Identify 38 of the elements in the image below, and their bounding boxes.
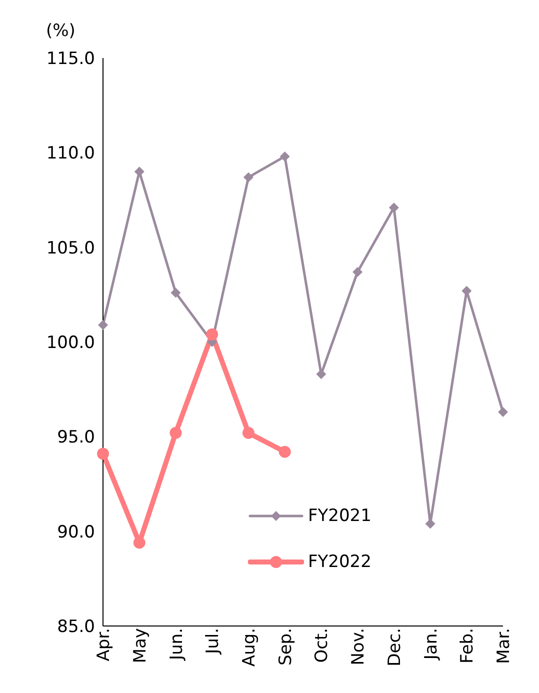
x-tick-label: Jan.: [421, 628, 442, 661]
point: [462, 286, 472, 296]
point: [98, 320, 108, 330]
x-tick-label: Aug.: [240, 628, 260, 667]
point: [388, 202, 399, 213]
legend-label: FY2021: [308, 506, 372, 526]
x-tick-label: Oct.: [312, 628, 332, 663]
point: [206, 328, 218, 340]
y-tick-label: 110.0: [46, 144, 95, 164]
x-tick-label: Sep.: [276, 628, 296, 666]
x-tick-label: Mar.: [494, 628, 514, 664]
x-tick-label: Apr.: [94, 628, 114, 662]
x-tick-label: Jul.: [203, 628, 224, 655]
point: [133, 536, 146, 549]
x-tick-label: Nov.: [348, 628, 369, 666]
point: [425, 518, 436, 529]
point: [170, 426, 182, 439]
point: [498, 407, 508, 418]
point: [243, 172, 254, 182]
y-tick-label: 100.0: [46, 333, 95, 354]
legend-label: FY2022: [308, 552, 372, 572]
x-tick-label: May: [130, 628, 150, 664]
y-axis-title: (%): [46, 21, 76, 41]
point: [352, 266, 363, 277]
x-tick-label: Feb.: [458, 628, 478, 664]
point: [316, 369, 326, 380]
y-tick-label: 90.0: [57, 522, 95, 542]
point: [242, 426, 254, 439]
x-tick-label: Dec.: [384, 628, 405, 666]
x-tick-label: Jun.: [166, 628, 187, 661]
point: [170, 288, 181, 298]
point: [97, 448, 109, 460]
y-tick-label: 115.0: [46, 49, 95, 70]
y-tick-label: 105.0: [46, 238, 95, 258]
point: [278, 446, 291, 458]
point: [280, 151, 290, 162]
y-tick-label: 95.0: [57, 428, 95, 448]
y-tick-label: 85.0: [57, 617, 95, 638]
